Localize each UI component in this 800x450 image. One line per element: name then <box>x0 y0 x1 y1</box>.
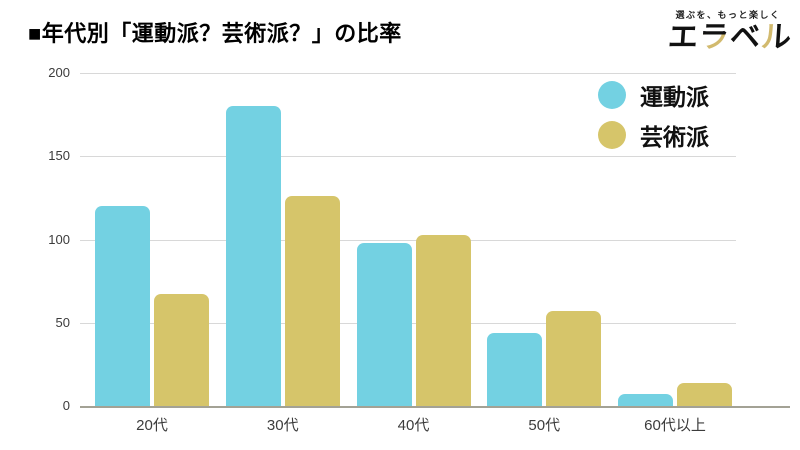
gridline-200 <box>80 73 736 74</box>
x-tick-40代: 40代 <box>397 417 430 434</box>
bar-芸術派-30代 <box>284 196 340 406</box>
bar-運動派-30代 <box>225 106 281 406</box>
y-tick-100: 100 <box>48 231 70 247</box>
gridline-100 <box>80 239 736 241</box>
legend-item-運動派: 運動派 <box>598 78 709 112</box>
x-tick-30代: 30代 <box>266 417 299 434</box>
bar-芸術派-40代 <box>415 235 471 406</box>
bar-運動派-40代 <box>356 243 412 406</box>
brand-char: ラ <box>697 21 732 54</box>
brand-char: ベ <box>728 21 763 54</box>
y-tick-0: 0 <box>62 398 70 413</box>
x-axis-labels: 20代 30代 40代 50代 60代以上 <box>80 414 736 435</box>
bar-group-60代以上 <box>618 73 732 406</box>
legend: 運動派 芸術派 <box>598 78 709 158</box>
legend-swatch-circle <box>598 81 626 109</box>
bar-芸術派-50代 <box>546 311 602 406</box>
brand-wordmark: エラベル <box>666 21 793 54</box>
bar-group-40代 <box>356 73 471 406</box>
y-axis-labels: 0 50 100 150 200 <box>0 65 70 413</box>
bar-group-20代 <box>95 73 209 406</box>
brand-logo: 選ぶを、もっと楽しく エラベル <box>666 8 793 54</box>
plot-area <box>80 73 790 408</box>
bar-運動派-50代 <box>487 333 543 406</box>
bar-group-30代 <box>225 73 340 406</box>
chart-title: ■年代別「運動派？芸術派？」の比率 <box>28 21 402 46</box>
y-tick-150: 150 <box>48 148 70 164</box>
x-tick-60代以上: 60代以上 <box>644 417 706 434</box>
brand-tagline: 選ぶを、もっと楽しく <box>675 10 781 20</box>
y-tick-50: 50 <box>55 314 70 330</box>
legend-item-芸術派: 芸術派 <box>598 118 709 152</box>
bar-運動派-60代以上 <box>618 394 673 406</box>
x-tick-50代: 50代 <box>528 417 561 434</box>
legend-label: 運動派 <box>640 84 709 110</box>
bar-芸術派-20代 <box>154 294 209 406</box>
legend-label: 芸術派 <box>640 124 709 150</box>
y-tick-200: 200 <box>48 65 70 80</box>
bar-運動派-20代 <box>95 206 150 406</box>
bar-芸術派-60代以上 <box>677 383 732 406</box>
brand-char: ル <box>759 21 794 54</box>
x-tick-20代: 20代 <box>136 417 168 434</box>
x-axis-line <box>80 406 790 408</box>
bar-group-50代 <box>487 73 602 406</box>
brand-char: エ <box>666 21 701 54</box>
legend-swatch-circle <box>598 121 626 149</box>
bar-groups <box>80 73 736 406</box>
gridline-150 <box>80 156 736 158</box>
